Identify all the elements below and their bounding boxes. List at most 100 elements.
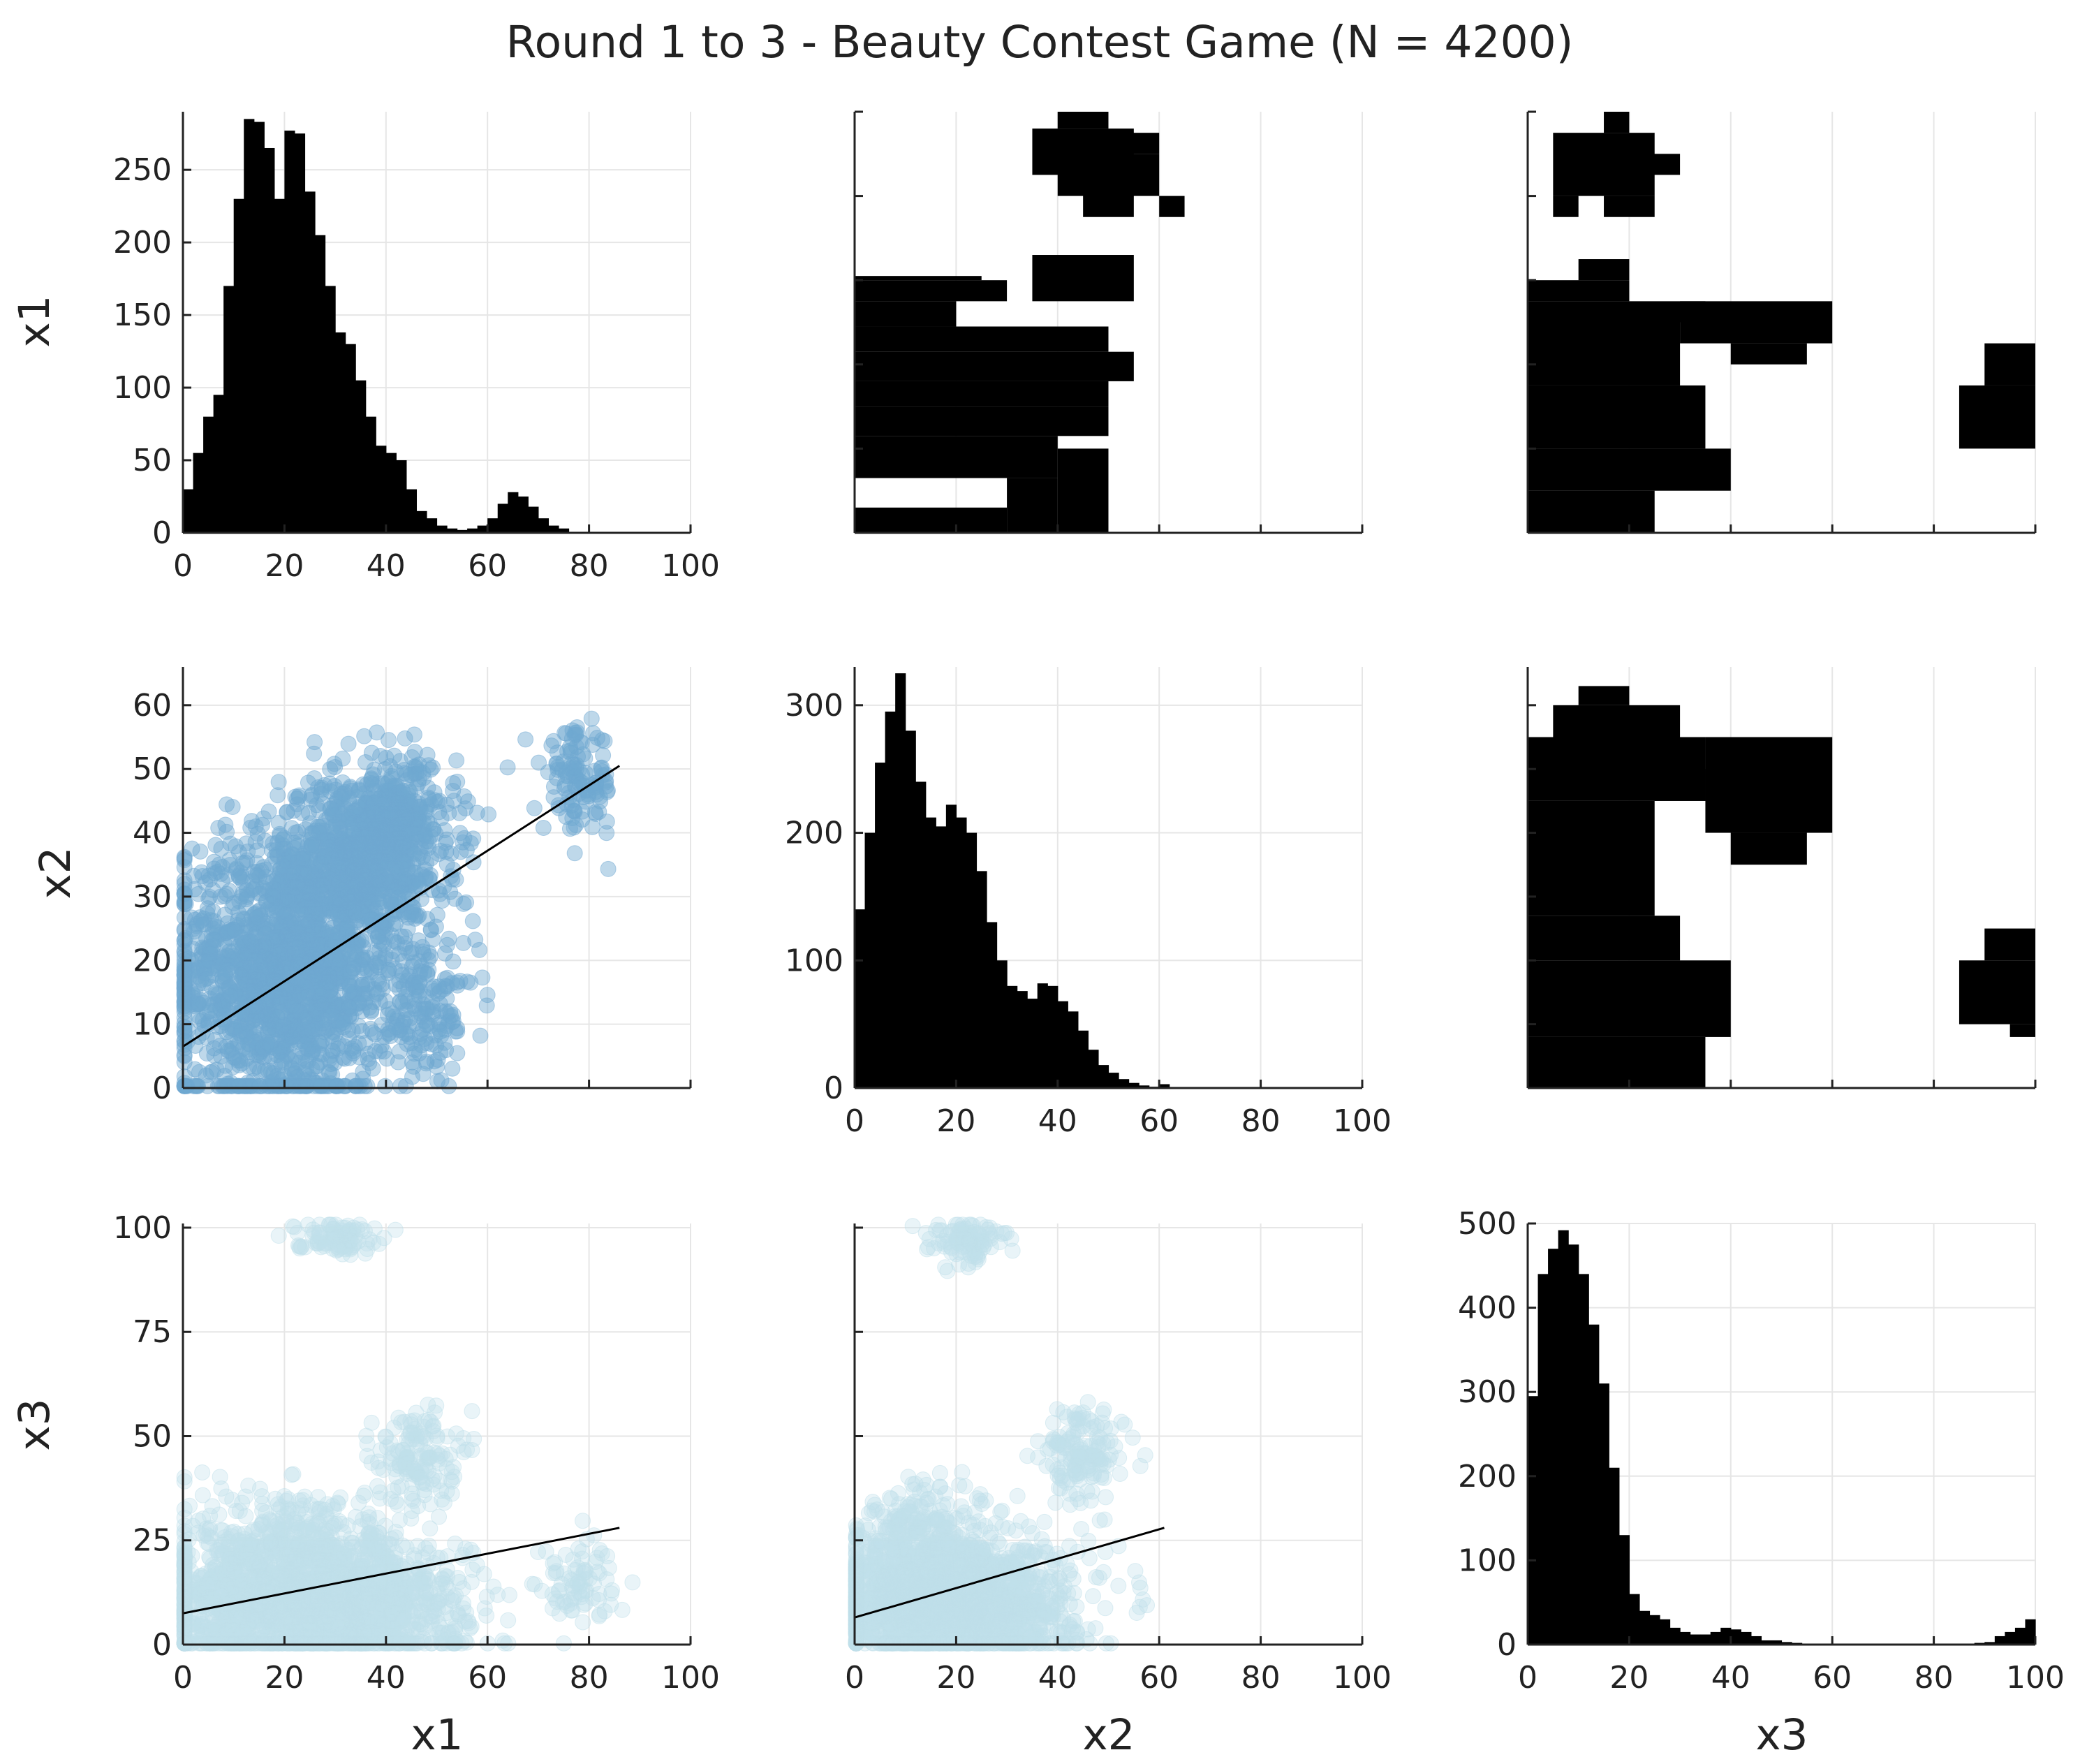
scatter-point (307, 734, 323, 751)
scatter-point (178, 1078, 195, 1094)
scatter-point (393, 1596, 410, 1613)
scatter-point (411, 1045, 427, 1061)
x-tick-label: 80 (570, 548, 609, 584)
col-label-x3: x3 (1756, 1710, 1808, 1760)
hist-bar-x3 (1741, 1631, 1752, 1645)
hist-bar-x3 (1609, 1467, 1620, 1645)
scatter-point (220, 923, 237, 940)
scatter-point (177, 929, 194, 946)
scatter-point (500, 1612, 517, 1629)
hist-bar-x2 (1037, 983, 1048, 1088)
hist-bar-x3 (2005, 1631, 2016, 1645)
hist-bar-x3 (1558, 1230, 1569, 1645)
scatter-point (478, 997, 495, 1014)
scatter-point (304, 786, 320, 803)
scatter-point (598, 825, 615, 841)
scatter-point (327, 970, 344, 987)
scatter-point (176, 852, 193, 869)
hist-bar-x3 (1528, 1396, 1539, 1645)
scatter-point (223, 987, 239, 1004)
hist-bar-x1 (385, 453, 397, 533)
hist-bar-x1 (416, 510, 427, 533)
hist-bar-x2 (1068, 1011, 1079, 1088)
hist-bar-x2 (1108, 1073, 1119, 1088)
scatter-point (360, 1045, 376, 1062)
scatter-point (411, 983, 428, 999)
hist-bar-x1 (335, 332, 346, 533)
hist-bar-x3 (1690, 1634, 1701, 1645)
scatter-point (330, 906, 346, 923)
scatter-point (224, 799, 241, 816)
scatter-point (190, 885, 207, 902)
hist-bar-x1 (264, 147, 275, 533)
hist-bar-x2 (1047, 985, 1059, 1088)
scatter-point (568, 816, 584, 833)
scatter-point (255, 810, 272, 827)
hist-bar-x3 (1771, 1640, 1783, 1645)
scatter-point (381, 732, 397, 749)
hist-bar-x3 (1781, 1642, 1792, 1645)
hist-bar-x3 (1639, 1610, 1651, 1645)
y-tick-label: 10 (133, 1007, 172, 1043)
hist-bar-x2 (976, 871, 987, 1088)
scatter-point (584, 818, 600, 835)
scatter-point (414, 939, 431, 955)
scatter-point (388, 1019, 405, 1036)
scatter-point (441, 930, 457, 947)
x-tick-label: 60 (1139, 1103, 1179, 1139)
y-tick-label: 300 (785, 688, 843, 723)
scatter-point (434, 892, 450, 909)
scatter-point (424, 994, 441, 1010)
hist-bar-x2 (1159, 1084, 1170, 1088)
row-label-x2: x2 (31, 847, 80, 899)
y-tick-label: 0 (824, 1071, 843, 1106)
scatter-point (243, 934, 260, 950)
x-tick-label: 60 (1813, 1660, 1852, 1696)
scatter-point (222, 835, 239, 852)
scatter-point (545, 789, 562, 806)
scatter-point (393, 830, 410, 847)
scatter-point (415, 1021, 432, 1038)
scatter-point (235, 910, 251, 927)
scatter-point (195, 916, 212, 933)
hist-bar-x2 (1027, 999, 1038, 1088)
scatter-point (326, 756, 343, 772)
hist-bar-x1 (517, 497, 529, 533)
scatter-point (272, 946, 288, 963)
y-tick-label: 0 (1497, 1627, 1517, 1663)
scatter-point (300, 1020, 316, 1037)
hist-bar-x2 (915, 781, 927, 1088)
scatter-point (267, 890, 283, 906)
scatter-point (328, 1078, 345, 1094)
hist-bar-x1 (548, 525, 559, 533)
scatter-point (471, 941, 487, 958)
scatter-point (369, 929, 386, 946)
hist-bar-x1 (497, 504, 508, 533)
hist-bar-x3 (1618, 1535, 1630, 1645)
y-tick-label: 200 (113, 225, 172, 260)
scatter-point (237, 1603, 254, 1619)
y-tick-label: 0 (152, 515, 172, 551)
hist-bar-x2 (1139, 1085, 1150, 1088)
scatter-point (555, 754, 572, 770)
scatter-point (422, 850, 439, 867)
x-tick-label: 60 (468, 548, 507, 584)
scatter-point (258, 874, 274, 890)
scatter-point (448, 752, 465, 769)
scatter-point (402, 767, 419, 784)
hist-bar-x2 (895, 673, 906, 1088)
scatter-point (341, 790, 357, 807)
x-tick-label: 0 (845, 1103, 864, 1139)
chart-title: Round 1 to 3 - Beauty Contest Game (N = … (506, 17, 1574, 68)
scatter-point (322, 800, 339, 817)
x-tick-label: 100 (661, 548, 720, 584)
hist-bar-x1 (436, 525, 448, 533)
hist-bar-x1 (304, 191, 316, 533)
scatter-point (588, 784, 605, 800)
scatter-point (244, 968, 261, 985)
scatter-point (355, 872, 371, 888)
hist-bar-x2 (1088, 1050, 1099, 1088)
scatter-point (176, 896, 193, 913)
